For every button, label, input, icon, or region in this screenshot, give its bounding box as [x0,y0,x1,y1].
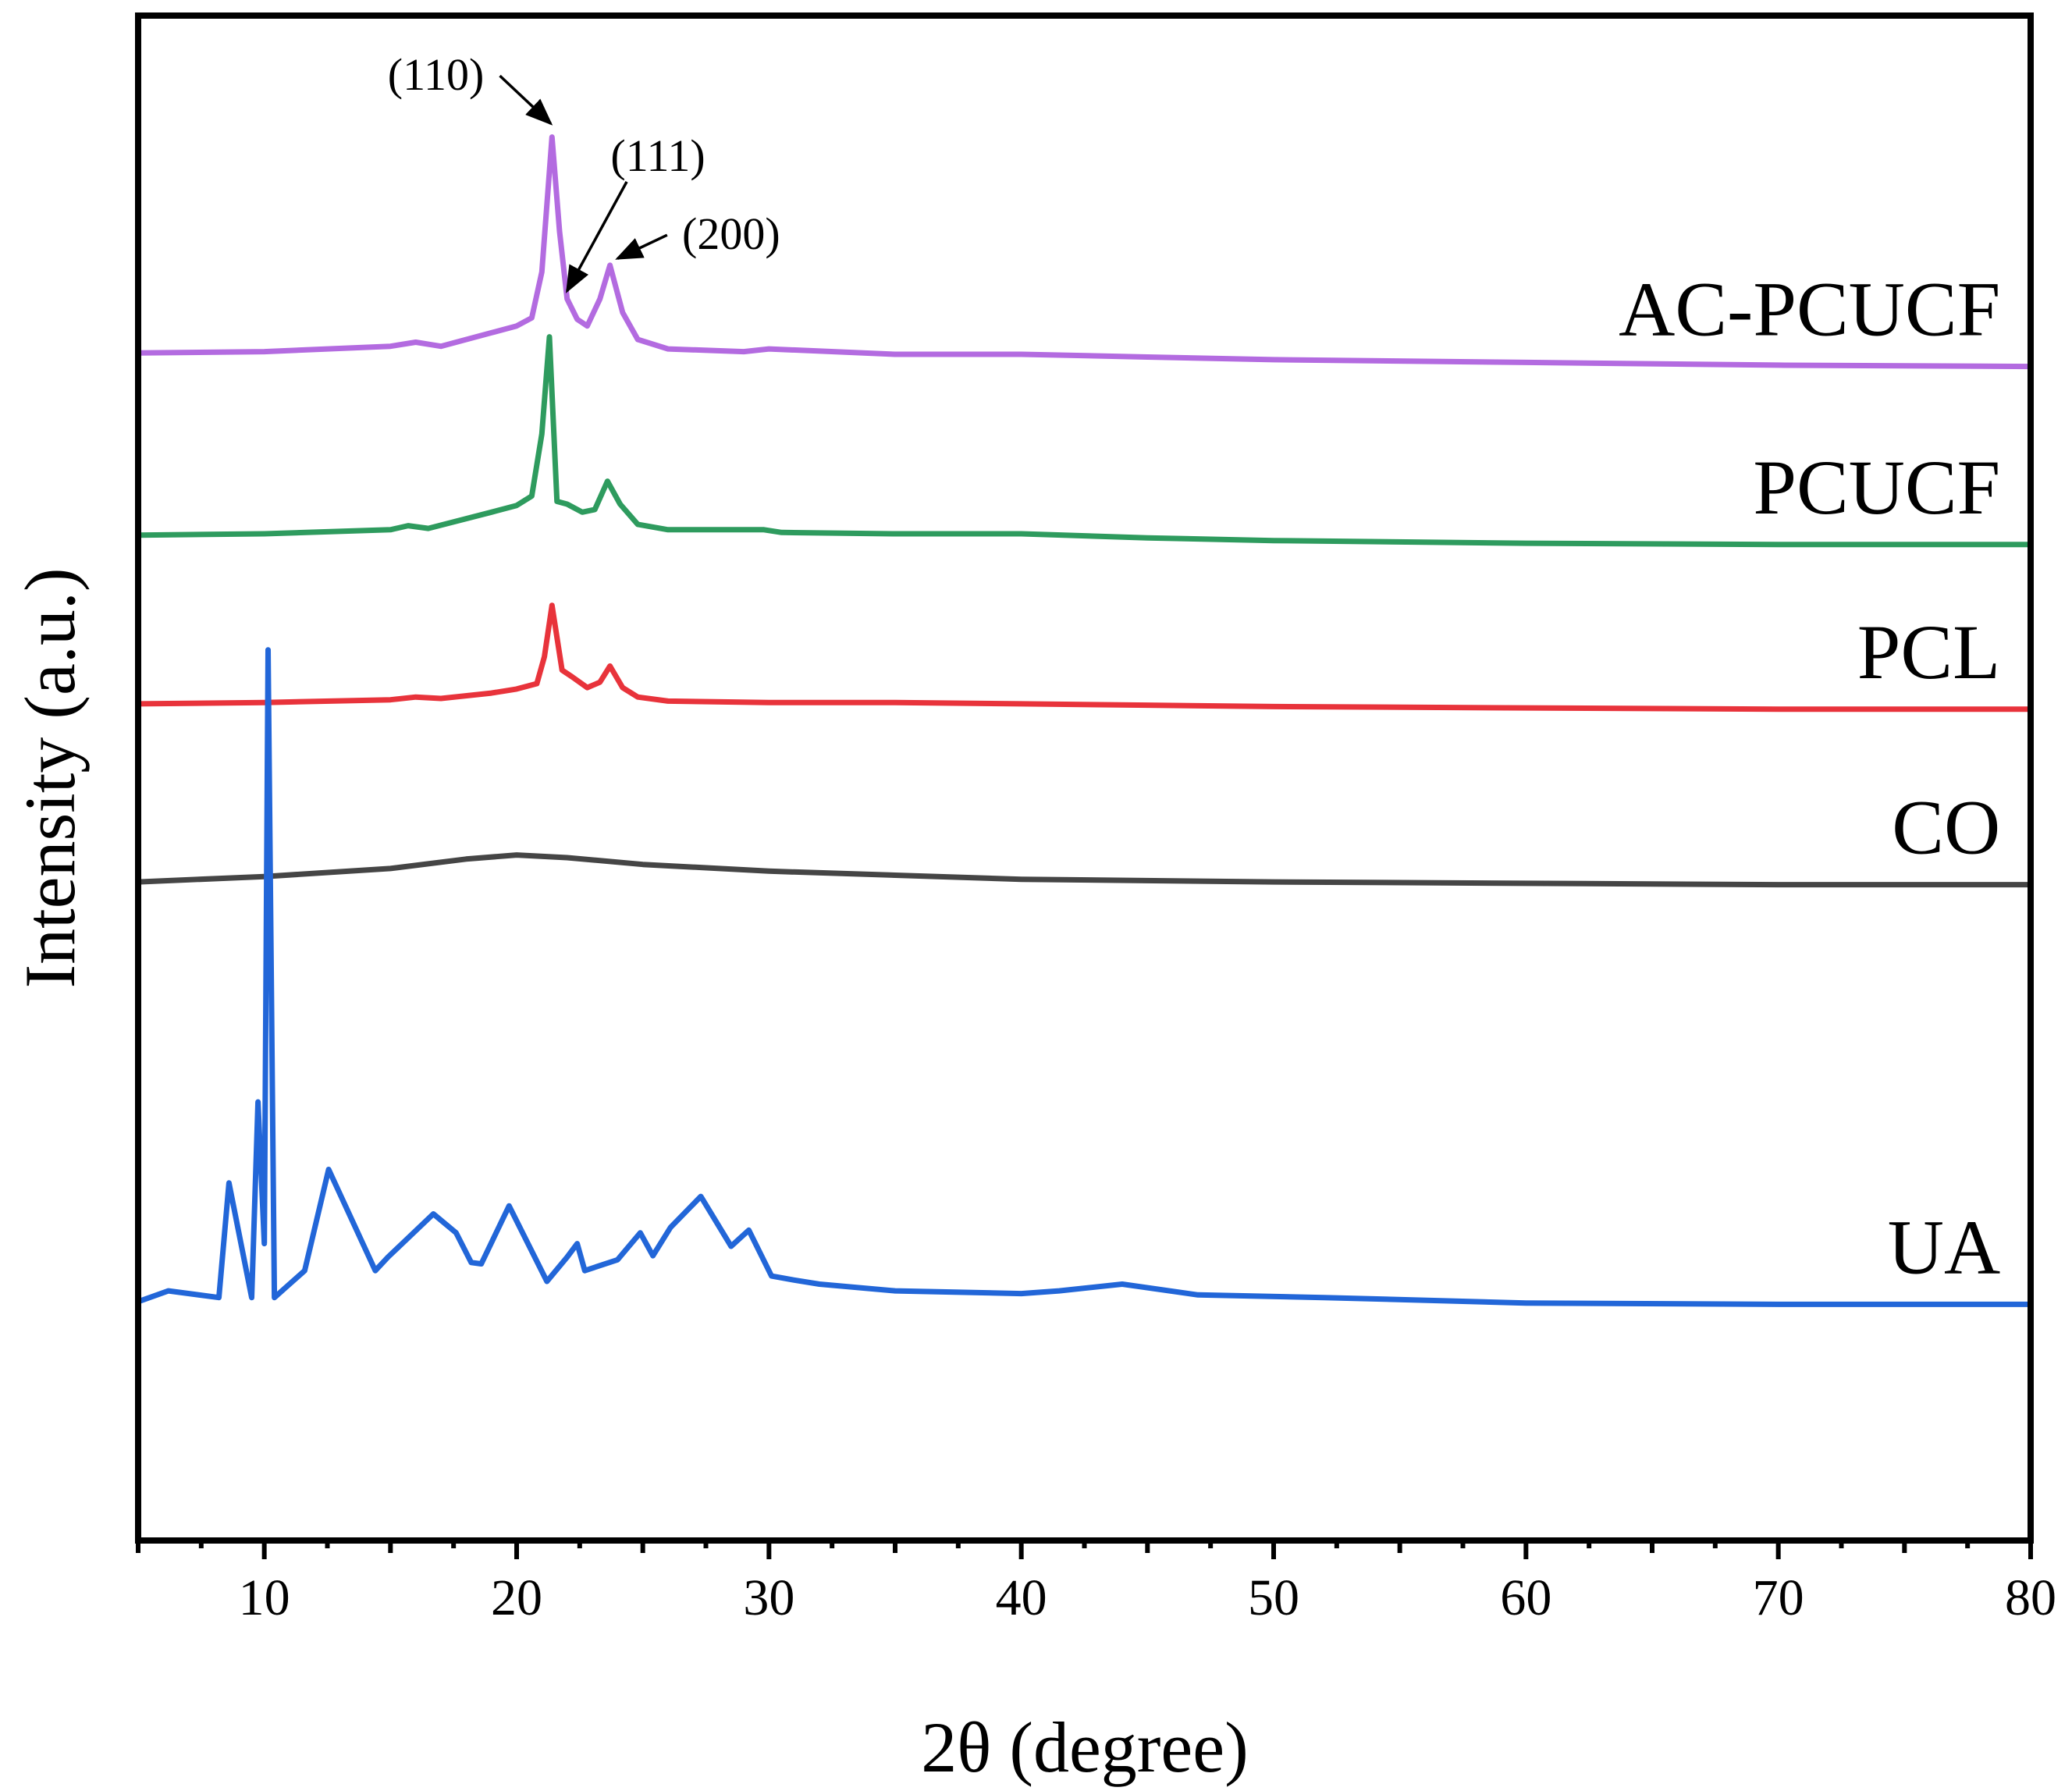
series-label: PCL [1857,609,2000,695]
y-axis-title: Intensity (a.u.) [10,567,90,988]
peak-label: (110) [388,49,484,100]
peak-label: (200) [682,208,780,259]
series-line-ac-pcucf [135,134,2034,370]
peak-arrow [615,233,668,260]
x-tick-label: 60 [1500,1569,1551,1626]
peak-arrow [499,74,553,126]
peak-arrow [565,181,628,293]
x-ticks: 10 20 30 40 50 60 70 80 [136,1540,2056,1626]
series-line-pcl [135,602,2034,712]
x-tick-label: 30 [743,1569,794,1626]
series-labels: AC-PCUCF PCUCF PCL CO UA [1619,266,2000,1291]
peak-label: (111) [610,130,705,181]
x-tick-label: 10 [239,1569,290,1626]
x-axis-title: 2θ (degree) [921,1707,1248,1787]
series-line-ua [135,647,2034,1307]
series-line-co [135,852,2034,888]
series-label: UA [1888,1203,2000,1290]
series-label: CO [1892,784,2000,871]
series-label: PCUCF [1753,444,2000,531]
x-tick-label: 80 [2005,1569,2056,1626]
series-layer [135,134,2034,1307]
peak-annotations: (110) (111) (200) [388,49,780,293]
x-tick-label: 20 [491,1569,542,1626]
x-tick-label: 40 [996,1569,1047,1626]
series-line-pcucf [135,334,2034,548]
series-label: AC-PCUCF [1619,266,2000,353]
x-tick-label: 70 [1753,1569,1804,1626]
x-tick-label: 50 [1248,1569,1299,1626]
plot-frame [135,12,2034,1544]
